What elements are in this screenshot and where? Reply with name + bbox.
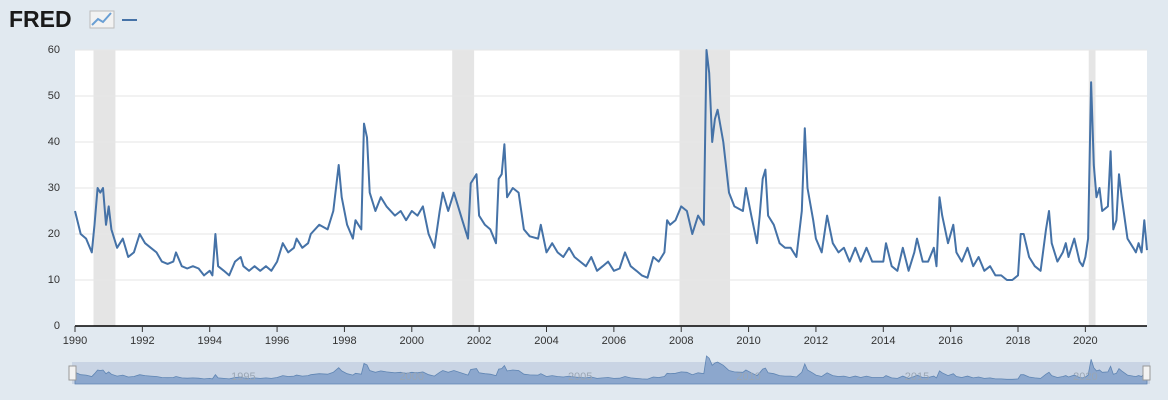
navigator-tick-label: 1995 [231, 371, 255, 383]
x-tick-label: 2010 [736, 335, 760, 347]
x-tick-label: 1998 [332, 335, 356, 347]
logo-icon [89, 10, 115, 29]
navigator-area [74, 355, 1148, 385]
navigator-tick-label: 2005 [568, 371, 592, 383]
x-tick-label: 1992 [130, 335, 154, 347]
x-tick-label: 2000 [400, 335, 424, 347]
navigator-tick-label: 2010 [736, 371, 760, 383]
navigator-tick-label: 2020 [1073, 371, 1097, 383]
y-tick-label: 20 [48, 228, 60, 240]
x-tick-label: 1994 [197, 335, 221, 347]
series-line [74, 49, 1148, 281]
x-tick-label: 2020 [1073, 335, 1097, 347]
x-tick-label: 2016 [938, 335, 962, 347]
x-tick-label: 2006 [602, 335, 626, 347]
logo: FRED [9, 6, 72, 32]
y-tick-label: 10 [48, 274, 60, 286]
x-tick-label: 2004 [534, 335, 558, 347]
x-tick-label: 1996 [265, 335, 289, 347]
y-tick-label: 50 [48, 90, 60, 102]
navigator-tick-label: 2000 [400, 371, 424, 383]
navigator-handle[interactable] [1142, 365, 1151, 381]
x-tick-label: 2002 [467, 335, 491, 347]
navigator-handle[interactable] [68, 365, 77, 381]
y-tick-label: 0 [54, 320, 60, 332]
y-tick-label: 60 [48, 44, 60, 56]
x-tick-label: 2014 [871, 335, 895, 347]
y-tick-label: 40 [48, 136, 60, 148]
navigator-tick-label: 2015 [905, 371, 929, 383]
x-tick-label: 2012 [804, 335, 828, 347]
x-tick-label: 2008 [669, 335, 693, 347]
x-tick-label: 2018 [1006, 335, 1030, 347]
y-tick-label: 30 [48, 182, 60, 194]
x-tick-label: 1990 [63, 335, 87, 347]
